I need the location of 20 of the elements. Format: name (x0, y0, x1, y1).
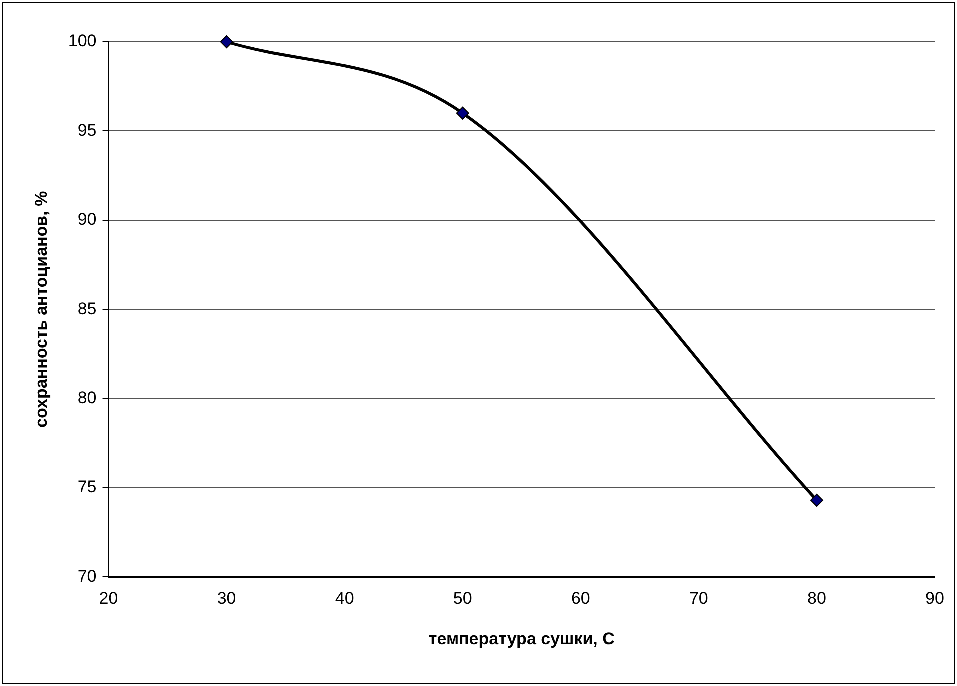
y-tick-label: 80 (78, 388, 97, 408)
x-tick-label: 30 (217, 589, 236, 608)
point (810, 494, 824, 507)
x-tick-label: 20 (99, 589, 118, 608)
x-axis-title: температура сушки, С (428, 629, 615, 648)
y-tick-label: 75 (78, 478, 97, 497)
point (456, 106, 470, 120)
y-tick-label: 95 (78, 120, 97, 140)
y-tick-label: 70 (78, 566, 97, 586)
x-tick-label: 90 (926, 589, 944, 608)
x-tick-label: 50 (453, 589, 472, 608)
y-tick-label: 90 (78, 210, 97, 230)
y-tick-label: 100 (68, 32, 97, 51)
y-axis-title: сохранность антоцианов, % (32, 191, 51, 428)
y-tick-label: 85 (78, 299, 97, 318)
point (220, 36, 234, 48)
x-tick-label: 60 (571, 589, 590, 608)
x-tick-label: 40 (335, 589, 354, 608)
x-tick-label: 70 (689, 589, 708, 608)
x-tick-label: 80 (808, 589, 826, 608)
